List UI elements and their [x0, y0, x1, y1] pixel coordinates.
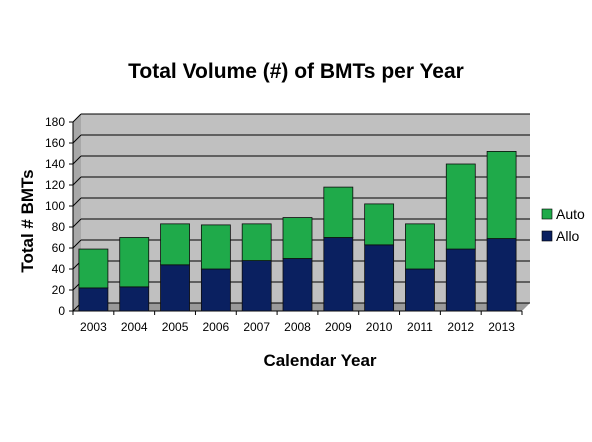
bar-allo-2003: [78, 287, 109, 312]
gridline-diagonal: [72, 134, 82, 144]
legend-label-auto: Auto: [556, 206, 585, 222]
x-tick-label: 2008: [284, 320, 311, 334]
gridline-diagonal: [72, 113, 82, 123]
bar-allo-2005: [160, 264, 190, 312]
bar-allo-2010: [364, 244, 395, 312]
x-axis-label: Calendar Year: [263, 351, 377, 370]
legend-swatch-auto: [541, 208, 553, 220]
bar-allo-2013: [486, 238, 517, 312]
y-tick-label: 20: [52, 283, 66, 297]
y-tick-label: 100: [45, 199, 65, 213]
bar-auto-2003: [78, 248, 109, 289]
y-axis-label: Total # BMTs: [18, 169, 37, 273]
chart-title: Total Volume (#) of BMTs per Year: [128, 60, 464, 83]
x-tick-label: 2004: [121, 320, 148, 334]
gridline-diagonal: [72, 176, 82, 186]
gridline-diagonal: [72, 218, 82, 228]
bar-allo-2012: [445, 248, 476, 312]
x-tick-label: 2005: [162, 320, 189, 334]
x-tick-label: 2007: [243, 320, 270, 334]
y-tick-label: 140: [45, 157, 65, 171]
y-tick-label: 180: [45, 115, 65, 129]
y-tick-label: 160: [45, 136, 65, 150]
bar-auto-2010: [364, 203, 395, 246]
bar-allo-2004: [119, 286, 150, 312]
bar-auto-2009: [323, 186, 354, 238]
x-tick-label: 2013: [488, 320, 515, 334]
bar-allo-2011: [405, 268, 435, 312]
bar-allo-2006: [200, 268, 231, 312]
y-tick-label: 60: [52, 241, 66, 255]
y-tick-label: 80: [52, 220, 66, 234]
x-tick-label: 2009: [325, 320, 352, 334]
gridline-diagonal: [72, 155, 82, 165]
bar-auto-2011: [405, 223, 435, 270]
legend-swatch-allo: [541, 230, 553, 242]
bar-auto-2004: [119, 237, 150, 288]
y-tick-label: 40: [52, 262, 66, 276]
bar-auto-2005: [160, 223, 190, 266]
bar-allo-2008: [282, 258, 313, 312]
bar-auto-2013: [486, 150, 517, 239]
y-tick-label: 120: [45, 178, 65, 192]
bar-auto-2008: [282, 217, 313, 259]
bar-allo-2007: [241, 260, 272, 312]
y-tick-label: 0: [58, 304, 65, 318]
bar-allo-2009: [323, 237, 354, 312]
gridline-diagonal: [72, 239, 82, 249]
x-tick-label: 2006: [203, 320, 230, 334]
gridline-diagonal: [72, 197, 82, 207]
bar-auto-2006: [200, 224, 231, 270]
x-tick-label: 2011: [407, 320, 433, 334]
x-tick-label: 2012: [447, 320, 474, 334]
bar-auto-2012: [445, 163, 476, 250]
x-tick-label: 2010: [366, 320, 393, 334]
x-tick-label: 2003: [80, 320, 107, 334]
bar-auto-2007: [241, 223, 272, 262]
legend-label-allo: Allo: [556, 228, 580, 244]
